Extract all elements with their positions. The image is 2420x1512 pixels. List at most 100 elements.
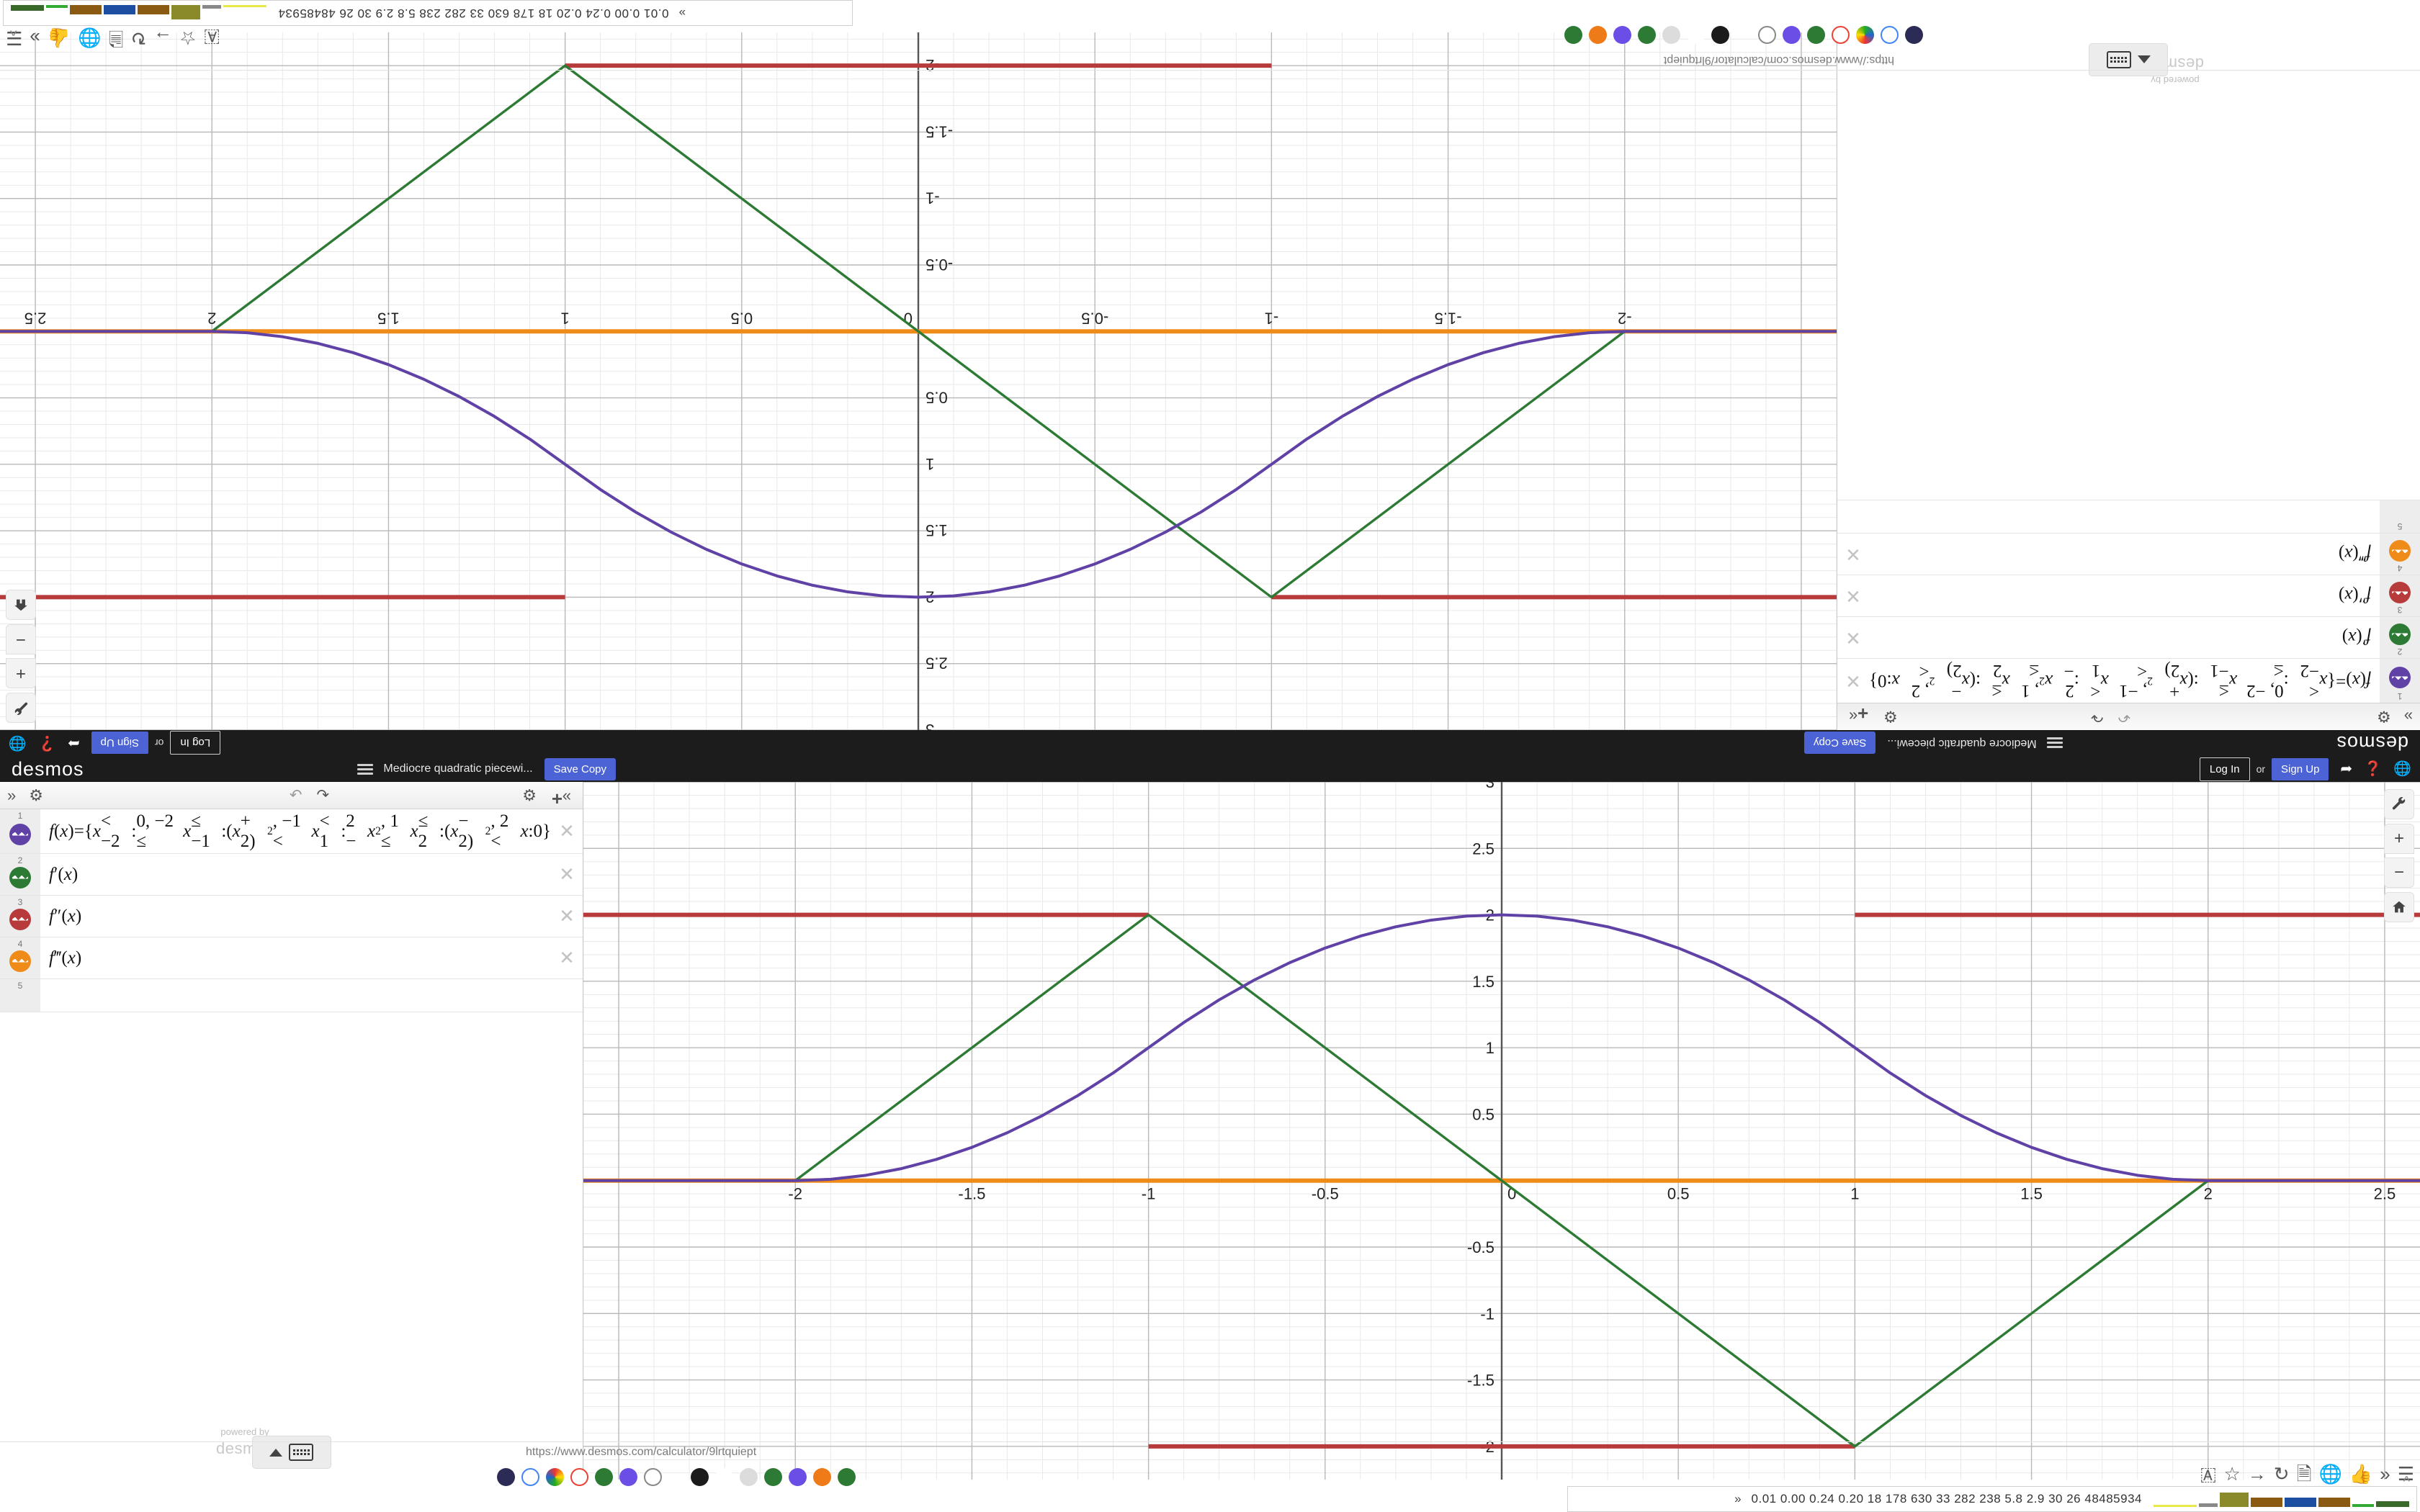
bookmark-icon-thumb[interactable] [644,1468,662,1486]
graph-canvas[interactable]: -2-1.5-1-0.500.511.522.5-2-1.5-1-0.50.51… [583,782,2420,1480]
expression-row[interactable]: 1 f(x) = {x < −2:0, −2 ≤ x ≤ −1:(x + 2) 2,… [0,809,583,854]
language-globe-icon[interactable]: 🌐 [9,735,27,751]
forward-arrow-icon[interactable]: → [153,27,173,49]
expression-row[interactable]: 4 f ‴(x) ✕ [1837,533,2420,575]
desmos-logo[interactable]: desmos [2336,732,2408,755]
bookmark-icon-dolphin[interactable] [715,1468,733,1486]
sysmon-chevron-icon[interactable]: » [678,6,686,20]
redo-icon[interactable]: ↷ [316,787,330,804]
gear-icon[interactable]: ⚙ [29,786,43,804]
bookmark-star-icon[interactable]: ☆ [2223,1463,2241,1485]
sysmon-chevron-icon[interactable]: » [1734,1492,1742,1506]
expression-row[interactable]: 2 f ′(x) ✕ [0,854,583,896]
zoom-out-button[interactable]: − [2384,858,2414,888]
gear-icon[interactable]: ⚙ [2377,708,2391,726]
help-circle-icon[interactable]: ❓ [37,735,56,751]
reader-mode-icon[interactable]: 🗎 [108,27,124,49]
overflow-chevrons-icon[interactable]: » [30,27,40,49]
bookmark-icon-google-2[interactable] [570,1468,588,1486]
undo-icon[interactable]: ↶ [2118,708,2131,725]
language-globe-icon[interactable]: 🌐 [2393,761,2411,777]
browser-menu-icon[interactable]: ☰ [2397,1463,2414,1485]
expression-input[interactable] [40,979,583,1012]
collapse-caret-icon[interactable]: ^ [2403,1474,2410,1490]
home-button[interactable] [6,590,36,620]
curve-color-toggle-icon[interactable] [2389,667,2411,689]
document-title[interactable]: Mediocre quadratic piecewi... [383,762,533,775]
expression-row[interactable]: 2 f ′(x) ✕ [1837,616,2420,658]
forward-arrow-icon[interactable]: → [2247,1463,2267,1485]
undo-icon[interactable]: ↶ [289,787,302,804]
menu-hamburger-icon[interactable] [2046,737,2063,749]
bookmark-icon-desmos-3[interactable] [838,1468,856,1486]
pocket-icon[interactable]: 👍 [2349,1463,2373,1485]
delete-expression-button[interactable]: ✕ [1845,627,1861,649]
gear-icon-right[interactable]: ⚙ [1883,708,1898,726]
expression-row[interactable]: 3 f ″(x) ✕ [0,896,583,937]
keyboard-toggle-button[interactable] [251,1436,331,1469]
overflow-chevrons-icon[interactable]: » [2380,1463,2390,1485]
collapse-panel-icon-right[interactable]: « [1849,708,1858,726]
expression-input[interactable]: f ″(x) [2338,586,2371,606]
sign-up-button[interactable]: Sign Up [2272,757,2329,780]
delete-expression-button[interactable]: ✕ [559,820,575,842]
curve-color-toggle-icon[interactable] [2389,624,2411,646]
log-in-button[interactable]: Log In [2199,757,2250,781]
save-copy-button[interactable]: Save Copy [1804,732,1876,755]
expression-input[interactable] [1837,500,2380,533]
log-in-button[interactable]: Log In [170,731,221,755]
share-icon[interactable]: ➦ [2340,761,2353,777]
curve-color-toggle-icon[interactable] [9,908,31,930]
expression-input[interactable]: f ′(x) [49,864,79,884]
globe-icon[interactable]: 🌐 [2318,1463,2342,1485]
add-expression-button[interactable]: + [551,788,563,809]
expression-row[interactable]: 3 f ″(x) ✕ [1837,575,2420,616]
curve-color-toggle-icon[interactable] [9,866,31,888]
delete-expression-button[interactable]: ✕ [559,947,575,968]
delete-expression-button[interactable]: ✕ [559,905,575,927]
reader-mode-icon[interactable]: 🗎 [2296,1463,2312,1485]
delete-expression-button[interactable]: ✕ [1845,544,1861,565]
translate-icon[interactable]: 🇦 [2200,1463,2217,1485]
collapse-panel-icon[interactable]: » [7,786,17,804]
collapse-panel-icon-right[interactable]: « [562,786,571,804]
curve-color-toggle-icon[interactable] [2389,582,2411,604]
add-expression-button[interactable]: + [1857,703,1869,724]
expression-row[interactable]: 1 f(x) = {x < −2:0, −2 ≤ x ≤ −1:(x + 2) 2,… [1837,658,2420,703]
bookmark-icon-1[interactable] [497,1468,515,1486]
pocket-icon[interactable]: 👍 [47,27,71,49]
desmos-logo[interactable]: desmos [12,757,84,780]
sign-up-button[interactable]: Sign Up [91,732,148,755]
expression-input[interactable]: f ‴(x) [2338,544,2371,564]
expression-row[interactable]: 4 f ‴(x) ✕ [0,937,583,979]
zoom-in-button[interactable]: + [2384,824,2414,854]
collapse-panel-icon[interactable]: » [2403,708,2413,726]
save-copy-button[interactable]: Save Copy [544,757,616,780]
curve-color-toggle-icon[interactable] [9,823,31,845]
bookmark-icon-cc[interactable] [740,1468,758,1486]
globe-icon[interactable]: 🌐 [78,27,102,49]
expression-row[interactable]: 5 [0,979,583,1012]
bookmark-icon-desmos[interactable] [595,1468,613,1486]
delete-expression-button[interactable]: ✕ [1845,585,1861,607]
graph-settings-wrench-icon[interactable] [6,693,36,723]
zoom-out-button[interactable]: − [6,624,36,654]
bookmark-icon-vk[interactable] [619,1468,637,1486]
expression-input[interactable]: f(x) = {x < −2:0, −2 ≤ x ≤ −1:(x + 2) 2, … [1869,661,2371,701]
reload-icon[interactable]: ↻ [2273,1463,2290,1485]
bookmark-icon-google[interactable] [521,1468,539,1486]
curve-color-toggle-icon[interactable] [2389,540,2411,562]
share-icon[interactable]: ➦ [67,735,80,751]
document-title[interactable]: Mediocre quadratic piecewi... [1887,737,2037,750]
menu-hamburger-icon[interactable] [357,763,374,775]
expression-input[interactable]: f ‴(x) [49,948,82,968]
bookmark-icon-chat[interactable] [789,1468,807,1486]
bookmark-icon-desmos-2[interactable] [764,1468,782,1486]
graph-panel[interactable]: -2-1.5-1-0.500.511.522.5-2-1.5-1-0.50.51… [583,782,2420,1480]
reload-icon[interactable]: ↻ [130,27,147,49]
delete-expression-button[interactable]: ✕ [559,863,575,885]
expression-row[interactable]: 5 [1837,500,2420,533]
bookmark-icon-bank[interactable] [691,1468,709,1486]
redo-icon[interactable]: ↷ [2090,708,2104,725]
expression-input[interactable]: f ″(x) [49,906,82,926]
